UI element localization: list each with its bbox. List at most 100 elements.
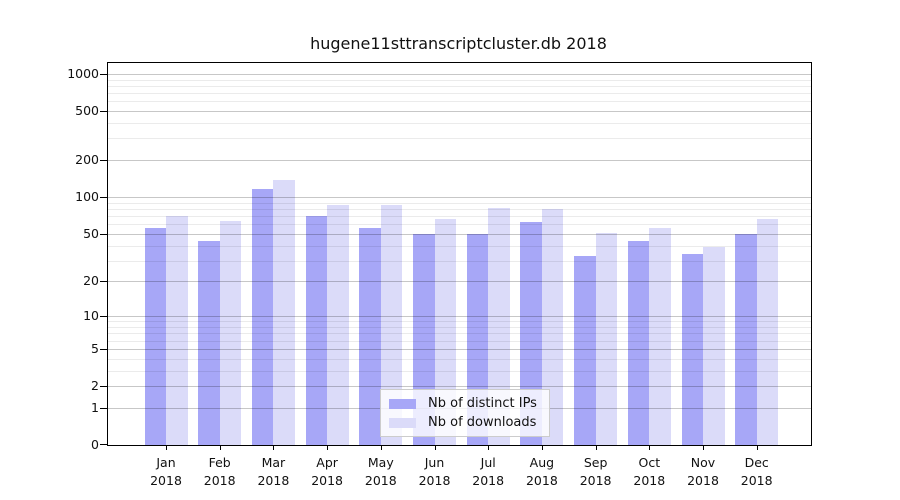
gridline-minor-3 bbox=[108, 370, 811, 372]
bar-jan-2018-downloads bbox=[166, 216, 188, 445]
x-tick-apr-2018 bbox=[327, 445, 329, 450]
legend-label-distinct-ips: Nb of distinct IPs bbox=[428, 396, 537, 411]
gridline-minor-300 bbox=[108, 138, 811, 140]
bar-mar-2018-distinct-ips bbox=[251, 189, 274, 445]
bar-jun-2018-downloads bbox=[434, 219, 456, 445]
x-tick-label-oct-2018: Oct 2018 bbox=[633, 455, 666, 488]
legend-swatch-distinct-ips bbox=[389, 398, 416, 409]
bar-nov-2018-distinct-ips bbox=[681, 254, 703, 445]
y-tick-label-200: 200 bbox=[75, 152, 99, 168]
bar-apr-2018-downloads bbox=[327, 204, 349, 445]
y-tick-50 bbox=[100, 233, 107, 235]
bar-aug-2018-downloads bbox=[541, 208, 564, 445]
gridline-minor-600 bbox=[108, 101, 811, 103]
x-tick-mar-2018 bbox=[273, 445, 275, 450]
y-tick-label-20: 20 bbox=[83, 273, 99, 289]
x-tick-feb-2018 bbox=[219, 445, 221, 450]
y-tick-label-0: 0 bbox=[91, 437, 99, 452]
y-tick-label-2: 2 bbox=[91, 378, 99, 393]
bar-mar-2018-downloads bbox=[273, 179, 295, 445]
x-tick-label-mar-2018: Mar 2018 bbox=[257, 455, 290, 488]
bar-oct-2018-downloads bbox=[649, 227, 671, 445]
gridline-10 bbox=[108, 316, 811, 318]
plot-area: Nb of distinct IPs Nb of downloads Jan 20… bbox=[67, 62, 812, 488]
gridline-500 bbox=[108, 111, 811, 112]
gridline-100 bbox=[108, 197, 811, 199]
gridline-minor-80 bbox=[108, 208, 811, 210]
x-tick-nov-2018 bbox=[703, 445, 704, 450]
gridline-20 bbox=[108, 281, 811, 283]
legend-swatch-downloads bbox=[389, 417, 416, 428]
bar-may-2018-downloads bbox=[380, 204, 403, 445]
x-tick-label-dec-2018: Dec 2018 bbox=[740, 455, 773, 488]
gridline-minor-7 bbox=[108, 333, 811, 335]
gridline-minor-800 bbox=[108, 85, 811, 87]
x-tick-jan-2018 bbox=[166, 445, 167, 450]
gridline-minor-60 bbox=[108, 224, 811, 226]
bar-sep-2018-downloads bbox=[595, 232, 618, 445]
bar-sep-2018-distinct-ips bbox=[574, 255, 596, 445]
x-tick-jul-2018 bbox=[488, 445, 490, 450]
gridline-5 bbox=[108, 348, 811, 350]
gridline-1000 bbox=[108, 73, 811, 75]
x-tick-sep-2018 bbox=[595, 445, 597, 450]
x-tick-label-aug-2018: Aug 2018 bbox=[525, 455, 558, 488]
gridline-minor-8 bbox=[108, 327, 811, 328]
y-tick-5 bbox=[100, 348, 107, 350]
gridline-minor-700 bbox=[108, 93, 811, 94]
x-tick-label-apr-2018: Apr 2018 bbox=[311, 455, 343, 488]
bar-feb-2018-downloads bbox=[219, 220, 242, 445]
bar-dec-2018-distinct-ips bbox=[735, 233, 757, 445]
y-tick-label-1000: 1000 bbox=[67, 65, 99, 81]
y-tick-label-50: 50 bbox=[83, 225, 99, 241]
y-tick-200 bbox=[100, 160, 107, 162]
gridline-50 bbox=[108, 233, 811, 235]
x-tick-label-feb-2018: Feb 2018 bbox=[203, 455, 236, 488]
y-tick-1000 bbox=[100, 73, 107, 75]
legend-item-downloads: Nb of downloads bbox=[389, 415, 537, 430]
x-tick-label-nov-2018: Nov 2018 bbox=[687, 455, 719, 488]
y-tick-label-10: 10 bbox=[83, 308, 99, 324]
x-tick-jun-2018 bbox=[434, 445, 436, 450]
x-tick-may-2018 bbox=[380, 445, 382, 450]
bar-jul-2018-downloads bbox=[488, 207, 510, 445]
gridline-minor-6 bbox=[108, 340, 811, 342]
y-tick-2 bbox=[100, 386, 107, 387]
x-tick-label-jun-2018: Jun 2018 bbox=[418, 455, 451, 488]
chart-title: hugene11sttranscriptcluster.db 2018 bbox=[310, 34, 607, 53]
y-tick-1 bbox=[100, 407, 107, 409]
x-tick-oct-2018 bbox=[649, 445, 651, 450]
x-tick-label-jan-2018: Jan 2018 bbox=[150, 455, 182, 488]
x-tick-label-sep-2018: Sep 2018 bbox=[579, 455, 612, 488]
y-tick-10 bbox=[100, 316, 107, 318]
y-tick-label-100: 100 bbox=[75, 189, 99, 205]
gridline-minor-30 bbox=[108, 260, 811, 262]
gridline-minor-9 bbox=[108, 321, 811, 323]
bar-feb-2018-distinct-ips bbox=[198, 240, 220, 445]
y-tick-label-500: 500 bbox=[75, 103, 99, 118]
x-tick-label-jul-2018: Jul 2018 bbox=[472, 455, 505, 488]
gridline-200 bbox=[108, 160, 811, 162]
y-tick-label-5: 5 bbox=[91, 340, 99, 356]
gridline-minor-4 bbox=[108, 358, 811, 360]
y-tick-100 bbox=[100, 197, 107, 199]
bar-may-2018-distinct-ips bbox=[359, 227, 381, 445]
legend-item-distinct-ips: Nb of distinct IPs bbox=[389, 396, 537, 411]
bar-oct-2018-distinct-ips bbox=[627, 240, 650, 445]
bar-nov-2018-downloads bbox=[703, 246, 725, 445]
gridline-minor-70 bbox=[108, 216, 811, 217]
y-tick-20 bbox=[100, 281, 107, 283]
x-tick-label-may-2018: May 2018 bbox=[364, 455, 397, 488]
gridline-minor-90 bbox=[108, 202, 811, 204]
bar-jan-2018-distinct-ips bbox=[144, 227, 166, 445]
legend: Nb of distinct IPs Nb of downloads bbox=[380, 389, 550, 437]
y-tick-0 bbox=[100, 444, 107, 445]
legend-label-downloads: Nb of downloads bbox=[428, 415, 537, 430]
gridline-2 bbox=[108, 386, 811, 387]
x-tick-aug-2018 bbox=[541, 445, 543, 450]
bar-apr-2018-distinct-ips bbox=[305, 216, 328, 445]
gridline-minor-40 bbox=[108, 245, 811, 247]
x-tick-dec-2018 bbox=[756, 445, 758, 450]
y-tick-500 bbox=[100, 111, 107, 112]
gridline-minor-900 bbox=[108, 79, 811, 81]
